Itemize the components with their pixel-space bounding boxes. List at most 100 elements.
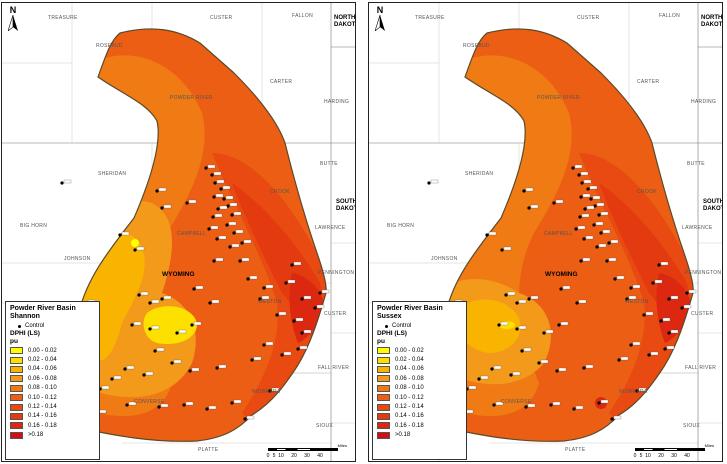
control-well: [130, 323, 134, 327]
well-value-tag: [518, 299, 527, 304]
control-well: [204, 166, 208, 170]
control-well: [595, 245, 599, 249]
well-value-tag: [582, 193, 591, 198]
legend-swatch: [377, 412, 390, 420]
legend-swatch: [10, 375, 23, 383]
control-well: [663, 347, 667, 351]
well-value-tag: [616, 275, 625, 280]
control-well: [123, 367, 127, 371]
map-legend: Powder River Basin Shannon Control DPHI (LS…: [5, 301, 100, 460]
control-well: [175, 331, 179, 335]
legend-class: 0.16 - 0.18: [10, 421, 95, 430]
control-well: [579, 195, 583, 199]
legend-class: 0.14 - 0.16: [10, 412, 95, 421]
control-well: [225, 223, 229, 227]
map-panel-shannon: N TREASURE CUSTER FALLON ROSEBUD POWDER RIVER…: [1, 2, 356, 462]
control-well: [492, 403, 496, 407]
well-value-tag: [303, 329, 312, 334]
north-label: N: [376, 5, 384, 15]
legend-class: >0.18: [10, 431, 95, 440]
well-value-tag: [126, 365, 135, 370]
control-well: [215, 366, 219, 370]
control-well: [572, 407, 576, 411]
county-label: TREASURE: [48, 15, 78, 21]
county-label: JOHNSON: [431, 256, 458, 262]
well-value-tag: [500, 321, 509, 326]
legend-class-label: 0.12 - 0.14: [395, 404, 424, 411]
control-well: [522, 189, 526, 193]
county-label: CARTER: [270, 79, 293, 85]
legend-title: Powder River Basin: [377, 305, 443, 312]
legend-swatch: [10, 431, 23, 439]
scale-units: Miles: [704, 443, 714, 448]
well-value-tag: [271, 387, 280, 392]
well-value-tag: [552, 401, 561, 406]
well-value-tag: [580, 171, 589, 176]
well-value-tag: [654, 279, 663, 284]
control-well: [625, 297, 629, 301]
well-value-tag: [178, 329, 187, 334]
well-value-tag: [231, 243, 240, 248]
well-value-tag: [210, 225, 219, 230]
legend-class: 0.02 - 0.04: [377, 355, 462, 364]
well-value-tag: [578, 299, 587, 304]
scale-tick-label: 20: [658, 453, 664, 459]
control-well: [300, 297, 304, 301]
control-well: [192, 287, 196, 291]
well-value-tag: [213, 171, 222, 176]
control-well: [485, 233, 489, 237]
basin-outline: [53, 28, 327, 442]
well-value-tag: [173, 359, 182, 364]
control-well: [296, 347, 300, 351]
well-value-tag: [151, 299, 160, 304]
well-value-tag: [660, 261, 669, 266]
legend-class-label: 0.02 - 0.04: [28, 357, 57, 364]
control-well: [258, 297, 262, 301]
well-value-tag: [525, 187, 534, 192]
county-label: CARTER: [637, 79, 660, 85]
scale-tick-label: 5: [272, 453, 276, 459]
well-value-tag: [156, 347, 165, 352]
scale-tick-label: 20: [291, 453, 297, 459]
control-well: [667, 331, 671, 335]
control-well: [160, 206, 164, 210]
well-value-tag: [225, 195, 234, 200]
legend-class-label: 0.06 - 0.08: [395, 375, 424, 382]
well-value-tag: [158, 187, 167, 192]
county-label: BIG HORN: [20, 223, 48, 229]
legend-class: 0.16 - 0.18: [377, 421, 462, 430]
legend-class: 0.04 - 0.06: [10, 365, 95, 374]
well-value-tag: [596, 202, 605, 207]
well-value-tag: [303, 295, 312, 300]
scale-tick-label: 30: [304, 453, 310, 459]
control-well: [610, 417, 614, 421]
scale-bar: Miles 0 5 10 20 30 40: [264, 443, 349, 461]
scale-bar: Miles 0 5 10 20 30 40: [631, 443, 716, 461]
control-well: [290, 263, 294, 267]
well-value-tag: [555, 199, 564, 204]
well-value-tag: [645, 311, 654, 316]
legend-control-label: Control: [25, 323, 45, 329]
control-well: [680, 306, 684, 310]
scale-units: Miles: [337, 443, 347, 448]
scale-tick-label: 30: [671, 453, 677, 459]
control-well: [292, 319, 296, 323]
well-value-tag: [465, 409, 474, 414]
control-well: [155, 189, 159, 193]
control-well: [170, 361, 174, 365]
county-label: NIOBRARA: [619, 389, 648, 395]
well-value-tag: [620, 356, 629, 361]
well-value-tag: [321, 289, 330, 294]
well-value-tag: [493, 365, 502, 370]
county-label: FALL RIVER: [685, 365, 717, 371]
control-well: [268, 389, 272, 393]
legend-swatch: [377, 403, 390, 411]
well-value-tag: [265, 341, 274, 346]
well-value-tag: [589, 185, 598, 190]
legend-subtitle: Shannon: [10, 313, 40, 320]
legend-class: 0.12 - 0.14: [10, 402, 95, 411]
well-value-tag: [185, 401, 194, 406]
control-well: [629, 286, 633, 290]
well-value-tag: [518, 325, 527, 330]
legend-class: 0.00 - 0.02: [10, 346, 95, 355]
